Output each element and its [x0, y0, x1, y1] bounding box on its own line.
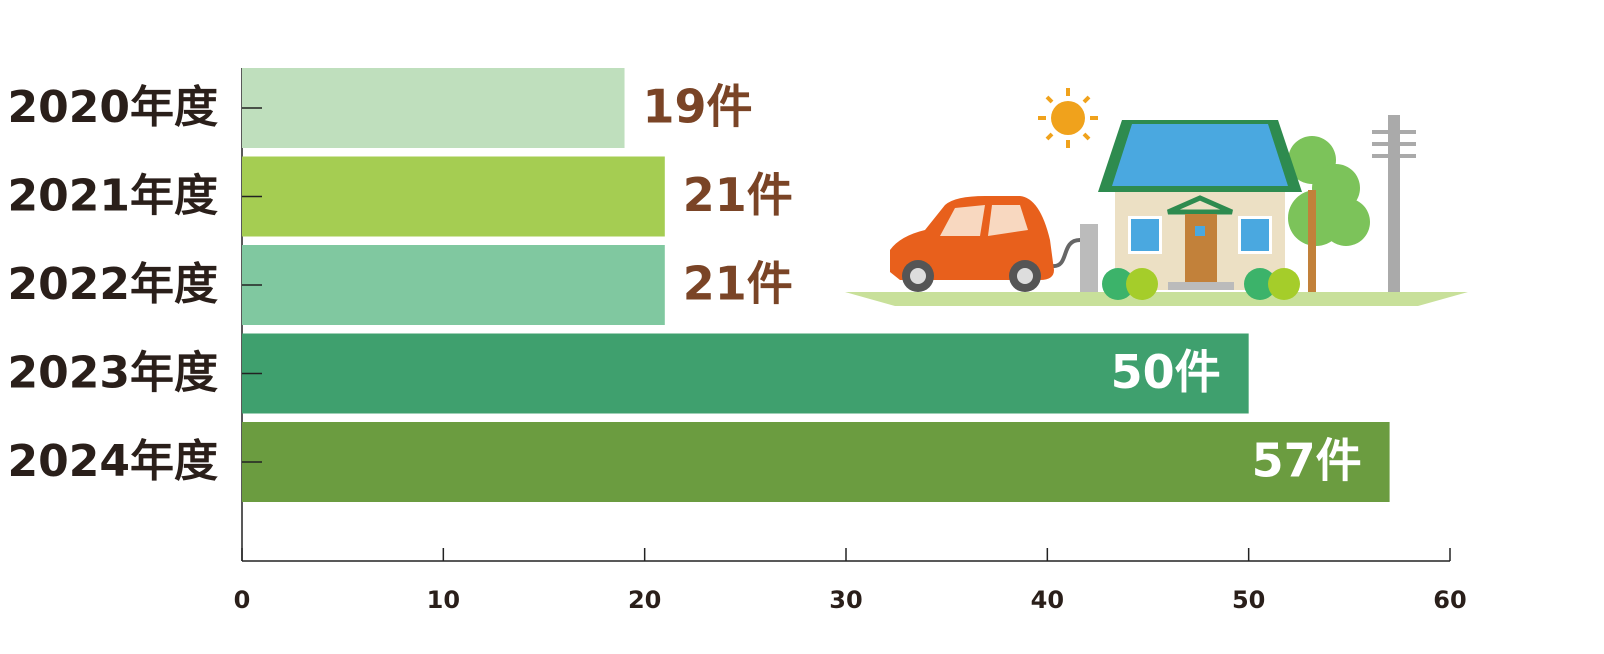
bar [242, 245, 665, 325]
x-tick-label: 50 [1232, 586, 1265, 614]
x-tick-label: 40 [1031, 586, 1064, 614]
value-label: 19件 [643, 80, 753, 134]
bar [242, 156, 665, 237]
y-tick-label: 2023年度 [8, 348, 218, 399]
value-label: 21件 [683, 168, 793, 222]
x-tick-label: 60 [1433, 586, 1466, 614]
x-tick-label: 10 [427, 586, 460, 614]
illustration [845, 88, 1468, 306]
y-tick-label: 2024年度 [8, 436, 218, 487]
value-label: 50件 [1111, 345, 1221, 399]
x-tick-label: 20 [628, 586, 661, 614]
bar [242, 333, 1249, 414]
bar [242, 68, 625, 148]
bar [242, 422, 1390, 502]
y-tick-label: 2020年度 [8, 82, 218, 133]
x-tick-label: 30 [829, 586, 862, 614]
y-tick-label: 2022年度 [8, 259, 218, 310]
value-label: 21件 [683, 257, 793, 311]
x-tick-label: 0 [234, 586, 251, 614]
value-label: 57件 [1252, 434, 1362, 488]
y-tick-label: 2021年度 [8, 171, 218, 222]
